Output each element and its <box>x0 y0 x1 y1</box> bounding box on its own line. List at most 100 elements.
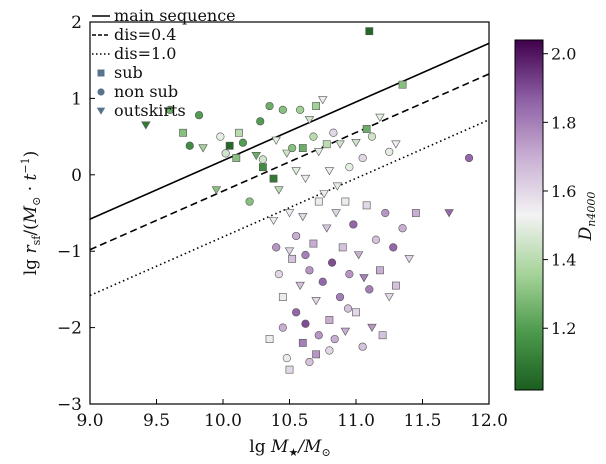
point-circle <box>325 346 334 355</box>
point-circle <box>329 128 338 137</box>
point-tri <box>340 327 351 336</box>
point-circle <box>330 334 339 344</box>
point-circle <box>216 132 225 141</box>
point-circle <box>349 220 358 229</box>
point-circle <box>292 308 301 317</box>
point-tri <box>384 293 394 302</box>
point-square <box>309 239 318 248</box>
point-circle <box>335 292 345 302</box>
point-square <box>362 125 371 133</box>
point-square <box>298 144 307 152</box>
point-tri <box>332 182 343 191</box>
point-circle <box>345 163 354 172</box>
legend-marker-circle <box>97 88 105 96</box>
point-square <box>325 316 334 324</box>
point-square <box>322 140 331 149</box>
colorbar-tick-label: 1.2 <box>551 319 576 338</box>
point-tri <box>141 121 151 130</box>
point-tri <box>404 255 414 264</box>
point-circle <box>278 105 287 114</box>
point-tri <box>324 167 335 176</box>
point-circle <box>314 331 323 340</box>
y-tick-label: −3 <box>57 395 82 415</box>
point-circle <box>305 357 314 367</box>
point-tri <box>375 113 385 122</box>
point-square <box>362 201 371 210</box>
point-tri <box>367 323 377 332</box>
point-circle <box>185 141 194 150</box>
point-square <box>265 335 274 343</box>
y-tick-label: −1 <box>57 242 82 262</box>
x-tick-label: 9.0 <box>76 411 103 431</box>
point-tri <box>284 209 295 218</box>
point-square <box>278 293 287 301</box>
point-tri <box>295 281 305 290</box>
point-square <box>179 128 187 137</box>
legend-label: dis=1.0 <box>114 44 176 63</box>
point-tri <box>300 174 311 184</box>
point-circle <box>274 270 283 279</box>
point-square <box>391 281 400 290</box>
point-circle <box>398 224 407 233</box>
point-square <box>288 254 297 263</box>
point-tri <box>268 216 279 226</box>
line-dashed <box>90 73 489 251</box>
colorbar-tick-label: 1.4 <box>551 251 576 270</box>
x-tick-label: 11.0 <box>337 411 375 431</box>
point-circle <box>278 323 287 332</box>
point-square <box>232 154 241 162</box>
point-square <box>285 365 294 374</box>
legend-label: sub <box>114 63 143 82</box>
y-tick-label: −2 <box>57 319 82 339</box>
colorbar-label: Dn4000 <box>576 192 598 242</box>
point-tri <box>304 116 315 125</box>
point-square <box>314 197 323 206</box>
point-tri <box>311 297 321 306</box>
point-circle <box>296 105 305 114</box>
point-square <box>312 350 320 359</box>
point-square <box>411 209 420 217</box>
x-tick-label: 12.0 <box>470 411 508 431</box>
y-axis: −3 −2 −1 0 1 2 <box>57 13 95 415</box>
point-circle <box>327 258 337 267</box>
point-tri <box>359 274 369 283</box>
x-tick-label: 11.5 <box>404 411 442 431</box>
point-square <box>378 331 387 340</box>
point-circle <box>345 270 354 279</box>
point-tri <box>282 149 292 158</box>
point-tri <box>211 186 222 195</box>
point-circle <box>464 153 474 163</box>
point-tri <box>198 144 208 153</box>
point-circle <box>365 285 374 294</box>
point-circle <box>371 235 381 244</box>
point-circle <box>245 197 254 206</box>
point-circle <box>288 143 297 153</box>
y-tick-label: 1 <box>71 89 82 109</box>
point-tri <box>274 186 284 195</box>
point-square <box>269 174 278 183</box>
point-square <box>298 338 307 347</box>
point-circle <box>282 354 291 363</box>
point-circle <box>389 243 398 252</box>
point-square <box>341 197 350 206</box>
colorbar <box>514 39 544 391</box>
legend-marker-triangle <box>96 107 106 115</box>
point-circle <box>256 117 265 126</box>
point-tri <box>331 209 341 218</box>
point-circle <box>301 250 310 260</box>
legend-label: dis=0.4 <box>114 25 176 44</box>
point-tri <box>318 96 328 105</box>
x-axis: 9.0 9.5 10.0 10.5 11.0 11.5 12.0 <box>76 399 508 431</box>
point-tri <box>391 140 401 149</box>
point-circle <box>381 208 390 218</box>
point-square <box>352 308 360 317</box>
point-circle <box>265 101 274 111</box>
point-square <box>376 266 384 275</box>
point-tri <box>314 148 324 157</box>
point-tri <box>319 190 329 199</box>
y-tick-label: 2 <box>71 13 82 33</box>
x-axis-label: lg M★/M⊙ <box>249 437 330 459</box>
x-tick-label: 9.5 <box>143 411 170 431</box>
